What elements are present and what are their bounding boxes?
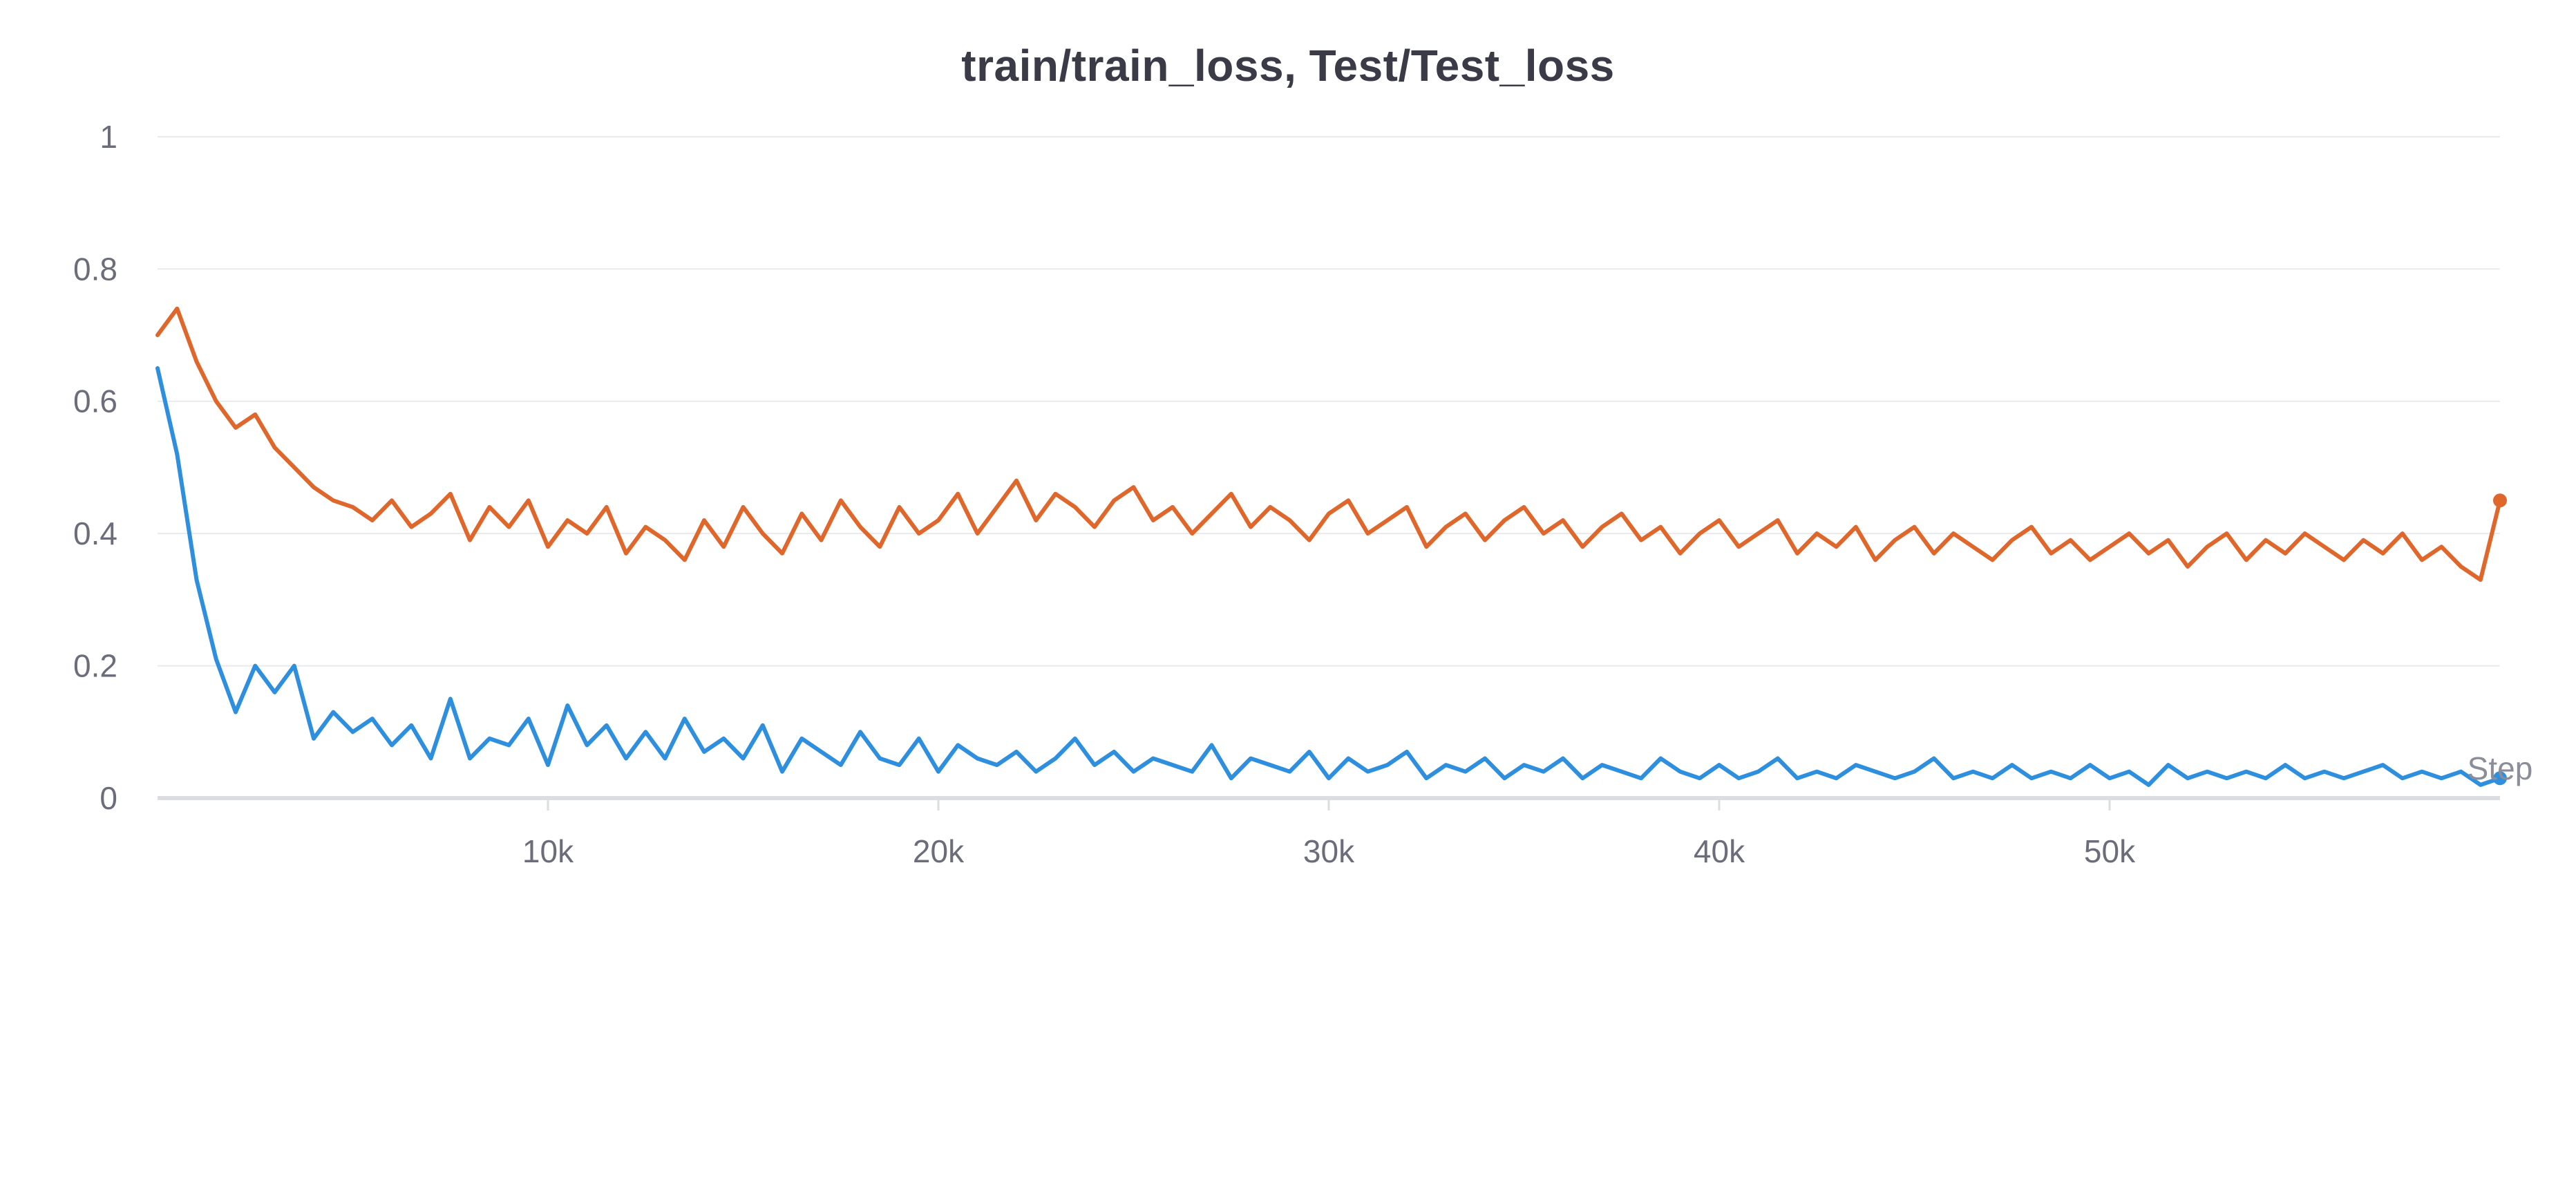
x-tick-label: 50k: [2084, 833, 2136, 869]
x-tick-label: 40k: [1694, 833, 1745, 869]
x-tick-label: 10k: [522, 833, 574, 869]
y-tick-label: 0.6: [73, 383, 117, 419]
chart-title: train/train_loss, Test/Test_loss: [961, 41, 1615, 91]
series-line-2: [155, 306, 2502, 582]
grid-lines: [158, 135, 2500, 667]
y-tick-label: 0.4: [73, 515, 117, 551]
series-end-marker-2: [2493, 493, 2507, 508]
y-tick-label: 0.8: [73, 251, 117, 287]
y-tick-label: 0.2: [73, 648, 117, 684]
x-tick-label: 20k: [913, 833, 965, 869]
y-tick-label: 1: [100, 119, 117, 155]
y-tick-label: 0: [100, 780, 117, 816]
tick-labels: 0 0.2 0.4 0.6 0.8 1 10k 20k 30k 40k 50k: [73, 119, 2136, 869]
series-end-marker-1: [2493, 771, 2507, 786]
axes: [158, 796, 2500, 811]
series-lines: [155, 306, 2507, 787]
x-axis-label: Step: [2468, 750, 2533, 786]
x-tick-label: 30k: [1303, 833, 1355, 869]
series-line-1: [155, 366, 2502, 787]
